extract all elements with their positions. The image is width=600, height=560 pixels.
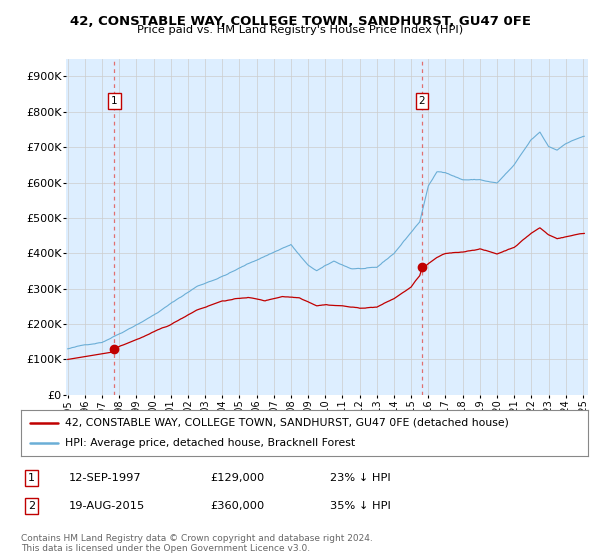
- Text: Price paid vs. HM Land Registry's House Price Index (HPI): Price paid vs. HM Land Registry's House …: [137, 25, 463, 35]
- Text: 19-AUG-2015: 19-AUG-2015: [69, 501, 145, 511]
- Text: 1: 1: [28, 473, 35, 483]
- Text: £129,000: £129,000: [210, 473, 264, 483]
- Text: HPI: Average price, detached house, Bracknell Forest: HPI: Average price, detached house, Brac…: [65, 438, 355, 449]
- Text: 23% ↓ HPI: 23% ↓ HPI: [330, 473, 391, 483]
- Text: 2: 2: [419, 96, 425, 106]
- Text: 12-SEP-1997: 12-SEP-1997: [69, 473, 142, 483]
- Text: 35% ↓ HPI: 35% ↓ HPI: [330, 501, 391, 511]
- Text: Contains HM Land Registry data © Crown copyright and database right 2024.
This d: Contains HM Land Registry data © Crown c…: [21, 534, 373, 553]
- Text: 42, CONSTABLE WAY, COLLEGE TOWN, SANDHURST, GU47 0FE: 42, CONSTABLE WAY, COLLEGE TOWN, SANDHUR…: [70, 15, 530, 27]
- Text: £360,000: £360,000: [210, 501, 264, 511]
- Text: 1: 1: [111, 96, 118, 106]
- Text: 42, CONSTABLE WAY, COLLEGE TOWN, SANDHURST, GU47 0FE (detached house): 42, CONSTABLE WAY, COLLEGE TOWN, SANDHUR…: [65, 418, 509, 428]
- Text: 2: 2: [28, 501, 35, 511]
